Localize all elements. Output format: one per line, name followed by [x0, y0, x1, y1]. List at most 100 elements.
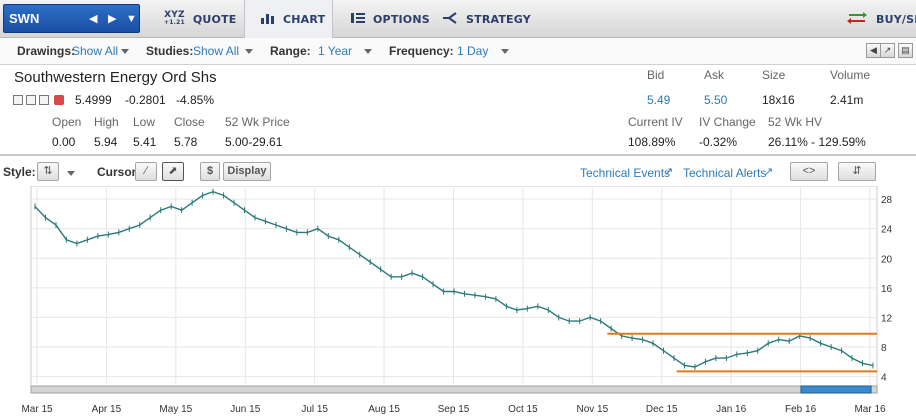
x-tick-label: Mar 16: [854, 404, 886, 415]
style-chevron-icon[interactable]: [67, 171, 75, 176]
print-icon[interactable]: ▤: [898, 43, 913, 58]
open-value: 0.00: [52, 135, 76, 149]
range-chevron-icon[interactable]: [364, 49, 372, 54]
price-change-pct: -4.85%: [176, 93, 215, 107]
hv-label: 52 Wk HV: [768, 115, 823, 129]
trade-arrows-icon: [846, 11, 868, 28]
buy-sell-label: BUY/SE: [876, 12, 916, 26]
high-value: 5.94: [94, 135, 118, 149]
tab-strategy[interactable]: STRATEGY: [442, 0, 542, 38]
studies-dropdown[interactable]: Show All: [193, 44, 240, 58]
y-tick-label: 16: [881, 284, 893, 295]
high-label: High: [94, 115, 119, 129]
x-tick-label: Nov 15: [576, 404, 608, 415]
frequency-dropdown[interactable]: 1 Day: [457, 44, 489, 58]
low-label: Low: [133, 115, 156, 129]
strategy-icon: [442, 11, 458, 27]
current-iv-label: Current IV: [628, 115, 683, 129]
size-label: Size: [762, 68, 786, 82]
current-iv-value: 108.89%: [628, 135, 676, 149]
x-tick-label: Jan 16: [716, 404, 746, 415]
bid-label: Bid: [647, 68, 665, 82]
xyz-icon: XYZ +1.21: [164, 10, 185, 27]
dollar-button[interactable]: $: [200, 162, 220, 181]
y-tick-label: 28: [881, 195, 893, 206]
x-tick-label: Oct 15: [508, 404, 538, 415]
low-value: 5.41: [133, 135, 157, 149]
drawings-chevron-icon[interactable]: [121, 49, 129, 54]
size-value: 18x16: [762, 93, 795, 107]
symbol-text[interactable]: SWN: [9, 11, 40, 26]
technical-events-link[interactable]: Technical Events: [580, 166, 671, 180]
chart-settings-bar: Drawings: Show All Studies: Show All Ran…: [0, 38, 916, 65]
x-tick-label: Dec 15: [646, 404, 678, 415]
x-tick-label: Mar 15: [21, 404, 53, 415]
bar-chart-icon: [261, 12, 275, 27]
prev-symbol-icon[interactable]: ◀: [89, 13, 98, 25]
document-icon[interactable]: [39, 95, 49, 105]
line-draw-icon[interactable]: ∕: [135, 162, 157, 181]
range-dropdown[interactable]: 1 Year: [318, 44, 353, 58]
chart-mini-icon[interactable]: [26, 95, 36, 105]
ask-label: Ask: [704, 68, 725, 82]
grid-lines: [31, 188, 877, 384]
top-nav: SWN ◀ ▶ ▼ XYZ +1.21 QUOTE CHART OPTIONS S…: [0, 0, 916, 38]
iv-change-label: IV Change: [699, 115, 756, 129]
display-button[interactable]: Display: [223, 162, 271, 181]
studies-chevron-icon[interactable]: [245, 49, 253, 54]
open-label: Open: [52, 115, 82, 129]
scroll-left-icon[interactable]: ◀: [866, 43, 881, 58]
tab-strategy-label: STRATEGY: [466, 12, 531, 26]
support-resistance-lines[interactable]: [607, 332, 877, 373]
close-value: 5.78: [174, 135, 198, 149]
x-tick-label: May 15: [159, 404, 192, 415]
x-axis: Mar 15 Apr 15 May 15 Jun 15 Jul 15 Aug 15 Sep …: [21, 404, 886, 415]
x-tick-label: Feb 16: [785, 404, 817, 415]
navigator-thumb[interactable]: [800, 385, 872, 394]
drawings-label: Drawings:: [17, 44, 76, 58]
symbol-dropdown-icon[interactable]: ▼: [126, 13, 137, 25]
bid-value[interactable]: 5.49: [647, 93, 671, 107]
x-tick-label: Aug 15: [368, 404, 400, 415]
collapse-icon[interactable]: [13, 95, 23, 105]
ask-value[interactable]: 5.50: [704, 93, 728, 107]
external-link-icon: ↗: [664, 166, 674, 178]
y-axis: 4 8 12 16 20 24 28: [881, 195, 893, 384]
buy-sell-button[interactable]: BUY/SE: [846, 0, 916, 38]
tab-chart-label: CHART: [283, 12, 326, 26]
chart-toolbar: Style: ⇅ Cursor: ∕ ⬈ $ Display Technical…: [0, 157, 916, 186]
options-icon: [351, 12, 365, 27]
navigator-scrollbar[interactable]: [30, 385, 878, 394]
arrow-cursor-icon[interactable]: ⬈: [162, 162, 184, 181]
x-tick-label: Apr 15: [92, 404, 122, 415]
tab-chart[interactable]: CHART: [244, 0, 333, 38]
tab-quote[interactable]: XYZ +1.21 QUOTE: [160, 0, 245, 38]
frequency-chevron-icon[interactable]: [501, 49, 509, 54]
price-chart[interactable]: 4 8 12 16 20 24 28 Mar 15 Apr 15 May 15 Jun 15 Jul…: [0, 185, 916, 420]
x-tick-label: Jul 15: [301, 404, 328, 415]
frequency-label: Frequency:: [389, 44, 454, 58]
drawings-dropdown[interactable]: Show All: [72, 44, 119, 58]
close-label: Close: [174, 115, 205, 129]
popout-icon[interactable]: ↗: [880, 43, 895, 58]
symbol-box[interactable]: SWN ◀ ▶ ▼: [3, 4, 140, 33]
expand-horizontal-icon[interactable]: <>: [790, 162, 828, 181]
style-ohlc-button[interactable]: ⇅: [37, 162, 59, 181]
volume-label: Volume: [830, 68, 871, 82]
alert-flag-icon[interactable]: [54, 95, 64, 105]
range-label: Range:: [270, 44, 311, 58]
chart-svg[interactable]: 4 8 12 16 20 24 28 Mar 15 Apr 15 May 15 Jun 15 Jul…: [0, 185, 916, 420]
x-tick-label: Sep 15: [438, 404, 470, 415]
y-tick-label: 4: [881, 373, 887, 384]
tab-options[interactable]: OPTIONS: [351, 0, 441, 38]
price-change: -0.2801: [125, 93, 166, 107]
tab-options-label: OPTIONS: [373, 12, 430, 26]
company-name: Southwestern Energy Ord Shs: [14, 69, 217, 86]
y-tick-label: 12: [881, 313, 893, 324]
expand-vertical-icon[interactable]: ⇵: [838, 162, 876, 181]
iv-change-value: -0.32%: [699, 135, 738, 149]
y-tick-label: 20: [881, 254, 893, 265]
next-symbol-icon[interactable]: ▶: [108, 13, 117, 25]
external-link-icon-2: ↗: [764, 166, 774, 178]
technical-alerts-link[interactable]: Technical Alerts: [683, 166, 767, 180]
